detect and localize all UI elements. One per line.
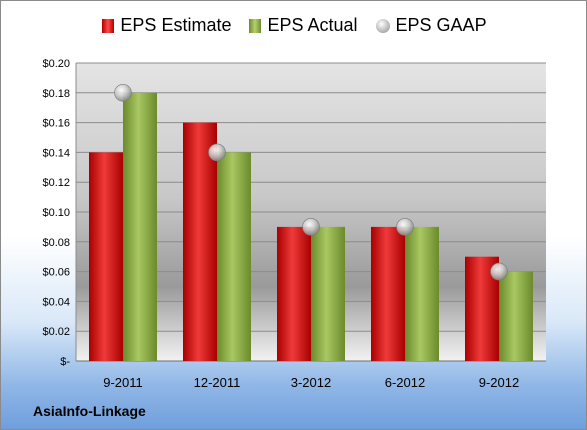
legend-label-eps-gaap: EPS GAAP [395,15,487,35]
y-tick-label: $- [60,356,70,368]
marker-eps-gaap [396,218,414,236]
y-tick-label: $0.16 [42,118,70,130]
legend: EPS Estimate EPS Actual EPS GAAP [1,15,586,36]
bar-eps-actual [217,152,251,361]
y-tick-label: $0.10 [42,207,70,219]
x-tick-label: 9-2011 [103,375,143,390]
marker-eps-gaap [302,218,320,236]
legend-item-eps-gaap: EPS GAAP [375,15,487,36]
marker-eps-gaap [208,143,226,162]
x-tick-label: 12-2011 [194,375,241,390]
bar-eps-estimate [89,152,123,361]
bar-eps-estimate [277,226,311,361]
x-tick-label: 3-2012 [291,375,331,390]
legend-item-eps-estimate: EPS Estimate [102,15,231,36]
y-tick-label: $0.06 [42,267,70,279]
marker-eps-gaap [114,84,132,102]
legend-swatch-eps-gaap [375,18,390,33]
y-tick-label: $0.02 [42,326,70,338]
marker-eps-gaap [490,262,508,281]
y-tick-label: $0.14 [42,147,70,159]
x-tick-label: 9-2012 [479,375,519,390]
bar-eps-actual [499,271,533,361]
x-tick-label: 6-2012 [385,375,425,390]
y-tick-label: $0.12 [42,177,70,189]
bar-eps-actual [123,92,157,362]
y-tick-label: $0.20 [42,58,70,70]
bar-eps-actual [405,226,439,361]
legend-swatch-eps-actual [249,18,262,33]
y-tick-label: $0.08 [42,237,70,249]
company-label: AsiaInfo-Linkage [33,403,146,419]
legend-item-eps-actual: EPS Actual [249,15,358,36]
y-tick-label: $0.04 [42,296,70,308]
bar-eps-actual [311,226,345,361]
legend-label-eps-estimate: EPS Estimate [120,15,232,35]
bar-eps-estimate [371,226,405,361]
bar-eps-estimate [183,122,217,361]
y-tick-label: $0.18 [42,88,70,100]
legend-label-eps-actual: EPS Actual [267,15,358,35]
legend-swatch-eps-estimate [102,18,115,33]
